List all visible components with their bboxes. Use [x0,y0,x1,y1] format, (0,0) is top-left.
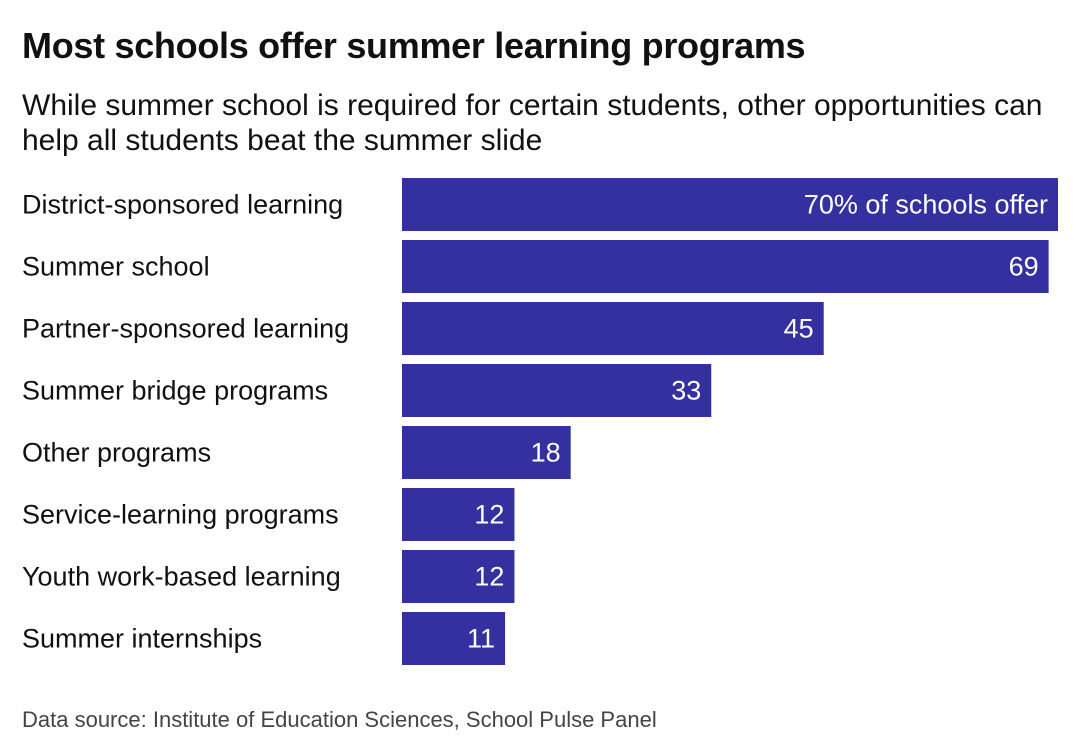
data-source-note: Data source: Institute of Education Scie… [22,707,657,732]
category-label: Summer bridge programs [22,376,328,406]
bar-value-label: 12 [474,500,504,530]
bar-value-label: 12 [474,562,504,592]
bar-value-label: 69 [1009,252,1039,282]
category-label: Youth work-based learning [22,562,341,592]
bar [402,240,1049,293]
bar-value-label: 70% of schools offer [804,190,1048,220]
category-label: Summer school [22,252,210,282]
bar [402,302,824,355]
bar-value-label: 33 [671,376,701,406]
bar [402,488,515,541]
bar [402,612,506,665]
category-label: District-sponsored learning [22,190,343,220]
chart-title: Most schools offer summer learning progr… [22,25,806,66]
bar-value-label: 45 [784,314,814,344]
category-label: Summer internships [22,624,262,654]
category-label: Other programs [22,438,211,468]
bar [402,426,571,479]
category-label: Partner-sponsored learning [22,314,349,344]
category-label: Service-learning programs [22,500,339,530]
bar-chart: District-sponsored learning 70% of school… [22,178,1058,665]
bar-value-label: 11 [467,624,495,654]
chart-subtitle: While summer school is required for cert… [22,89,1043,157]
bar [402,364,712,417]
bar-value-label: 18 [531,438,561,468]
bar [402,550,515,603]
bar [402,178,1058,231]
